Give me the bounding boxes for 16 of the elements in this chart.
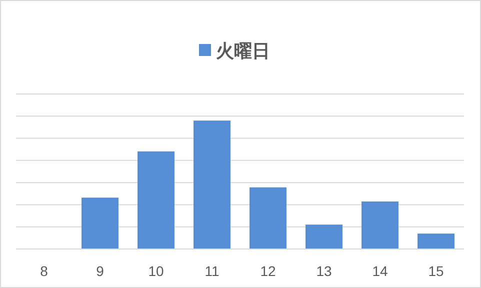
bar bbox=[250, 187, 286, 249]
bar bbox=[82, 198, 118, 249]
x-tick-label: 13 bbox=[316, 263, 332, 279]
x-tick-label: 8 bbox=[40, 263, 48, 279]
bar bbox=[306, 224, 342, 249]
x-tick-label: 14 bbox=[372, 263, 388, 279]
bar bbox=[362, 201, 398, 249]
x-tick-label: 12 bbox=[260, 263, 276, 279]
bar bbox=[194, 120, 230, 249]
x-tick-label: 10 bbox=[148, 263, 164, 279]
x-tick-label: 9 bbox=[96, 263, 104, 279]
x-tick-label: 11 bbox=[204, 263, 220, 279]
legend-label: 火曜日 bbox=[215, 41, 270, 62]
x-tick-label: 15 bbox=[428, 263, 444, 279]
bar bbox=[418, 234, 454, 249]
bar bbox=[138, 151, 174, 249]
